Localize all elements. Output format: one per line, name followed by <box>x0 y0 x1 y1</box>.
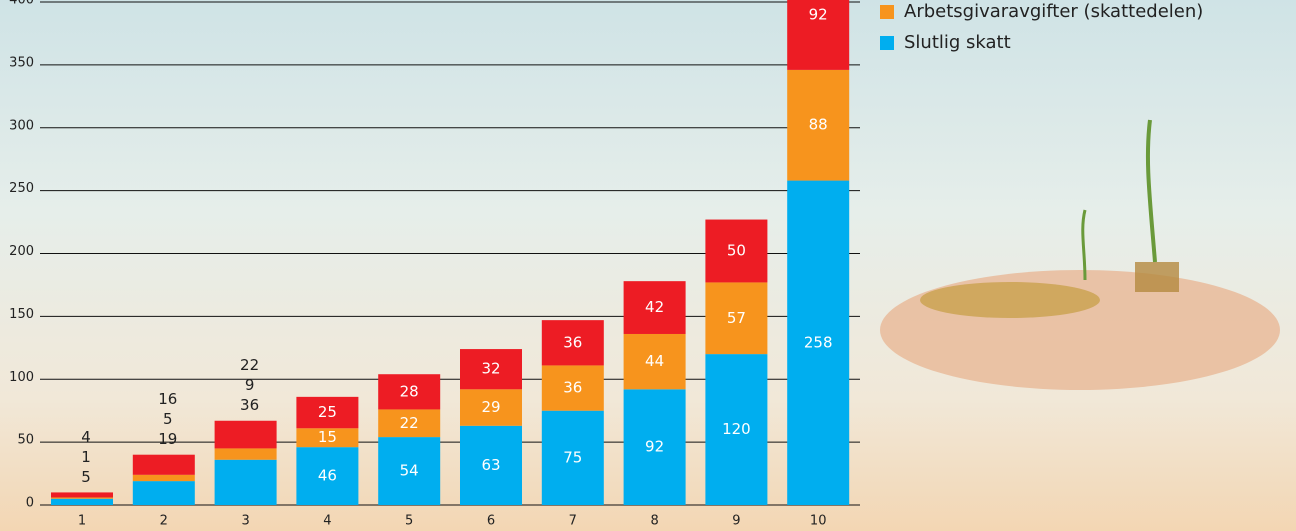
bar-segment <box>51 499 113 505</box>
y-tick-label: 50 <box>17 433 34 448</box>
y-tick-label: 150 <box>9 307 34 322</box>
bar-segment <box>215 448 277 459</box>
chart: 0501001502002503003504001415216519322936… <box>0 0 1296 531</box>
value-label: 46 <box>318 467 337 485</box>
y-tick-label: 250 <box>9 181 34 196</box>
bar-segment <box>215 460 277 505</box>
value-label: 4 <box>81 428 91 446</box>
value-label: 5 <box>163 410 173 428</box>
x-tick-label: 4 <box>323 514 331 529</box>
x-tick-label: 5 <box>405 514 413 529</box>
value-label: 63 <box>481 456 500 474</box>
legend-swatch <box>880 36 894 50</box>
x-tick-label: 2 <box>160 514 168 529</box>
value-label: 36 <box>563 333 582 351</box>
value-label: 92 <box>645 438 664 456</box>
value-label: 57 <box>727 309 746 327</box>
value-label: 29 <box>481 398 500 416</box>
y-tick-label: 300 <box>9 118 34 133</box>
screen: 0501001502002503003504001415216519322936… <box>0 0 1296 531</box>
value-label: 5 <box>81 468 91 486</box>
value-label: 19 <box>158 430 177 448</box>
value-label: 16 <box>158 390 177 408</box>
value-label: 50 <box>727 241 746 259</box>
value-label: 88 <box>809 116 828 134</box>
x-tick-label: 3 <box>241 514 249 529</box>
legend-swatch <box>880 5 894 19</box>
bar-segment <box>133 481 195 505</box>
value-label: 1 <box>81 448 91 466</box>
legend-label: Slutlig skatt <box>904 32 1011 53</box>
x-tick-label: 8 <box>650 514 658 529</box>
value-label: 75 <box>563 448 582 466</box>
y-tick-label: 400 <box>9 0 34 8</box>
value-label: 22 <box>240 356 259 374</box>
x-tick-label: 7 <box>569 514 577 529</box>
y-tick-label: 200 <box>9 244 34 259</box>
bar-segment <box>51 492 113 497</box>
value-label: 120 <box>722 420 751 438</box>
x-tick-label: 1 <box>78 514 86 529</box>
y-tick-label: 100 <box>9 370 34 385</box>
y-tick-label: 0 <box>26 496 34 511</box>
value-label: 15 <box>318 428 337 446</box>
x-tick-label: 6 <box>487 514 495 529</box>
value-label: 258 <box>804 333 833 351</box>
value-label: 28 <box>400 382 419 400</box>
x-tick-label: 9 <box>732 514 740 529</box>
value-label: 9 <box>245 376 255 394</box>
bar-segment <box>133 455 195 475</box>
value-label: 36 <box>563 379 582 397</box>
value-label: 42 <box>645 298 664 316</box>
x-tick-label: 10 <box>810 514 827 529</box>
value-label: 92 <box>809 6 828 24</box>
y-tick-label: 350 <box>9 55 34 70</box>
bar-segment <box>133 475 195 481</box>
value-label: 36 <box>240 396 259 414</box>
legend-label: Arbetsgivaravgifter (skattedelen) <box>904 1 1203 22</box>
bar-segment <box>215 421 277 449</box>
value-label: 44 <box>645 352 664 370</box>
value-label: 54 <box>400 462 419 480</box>
value-label: 22 <box>400 414 419 432</box>
value-label: 25 <box>318 403 337 421</box>
value-label: 32 <box>481 360 500 378</box>
bar-segment <box>51 497 113 498</box>
